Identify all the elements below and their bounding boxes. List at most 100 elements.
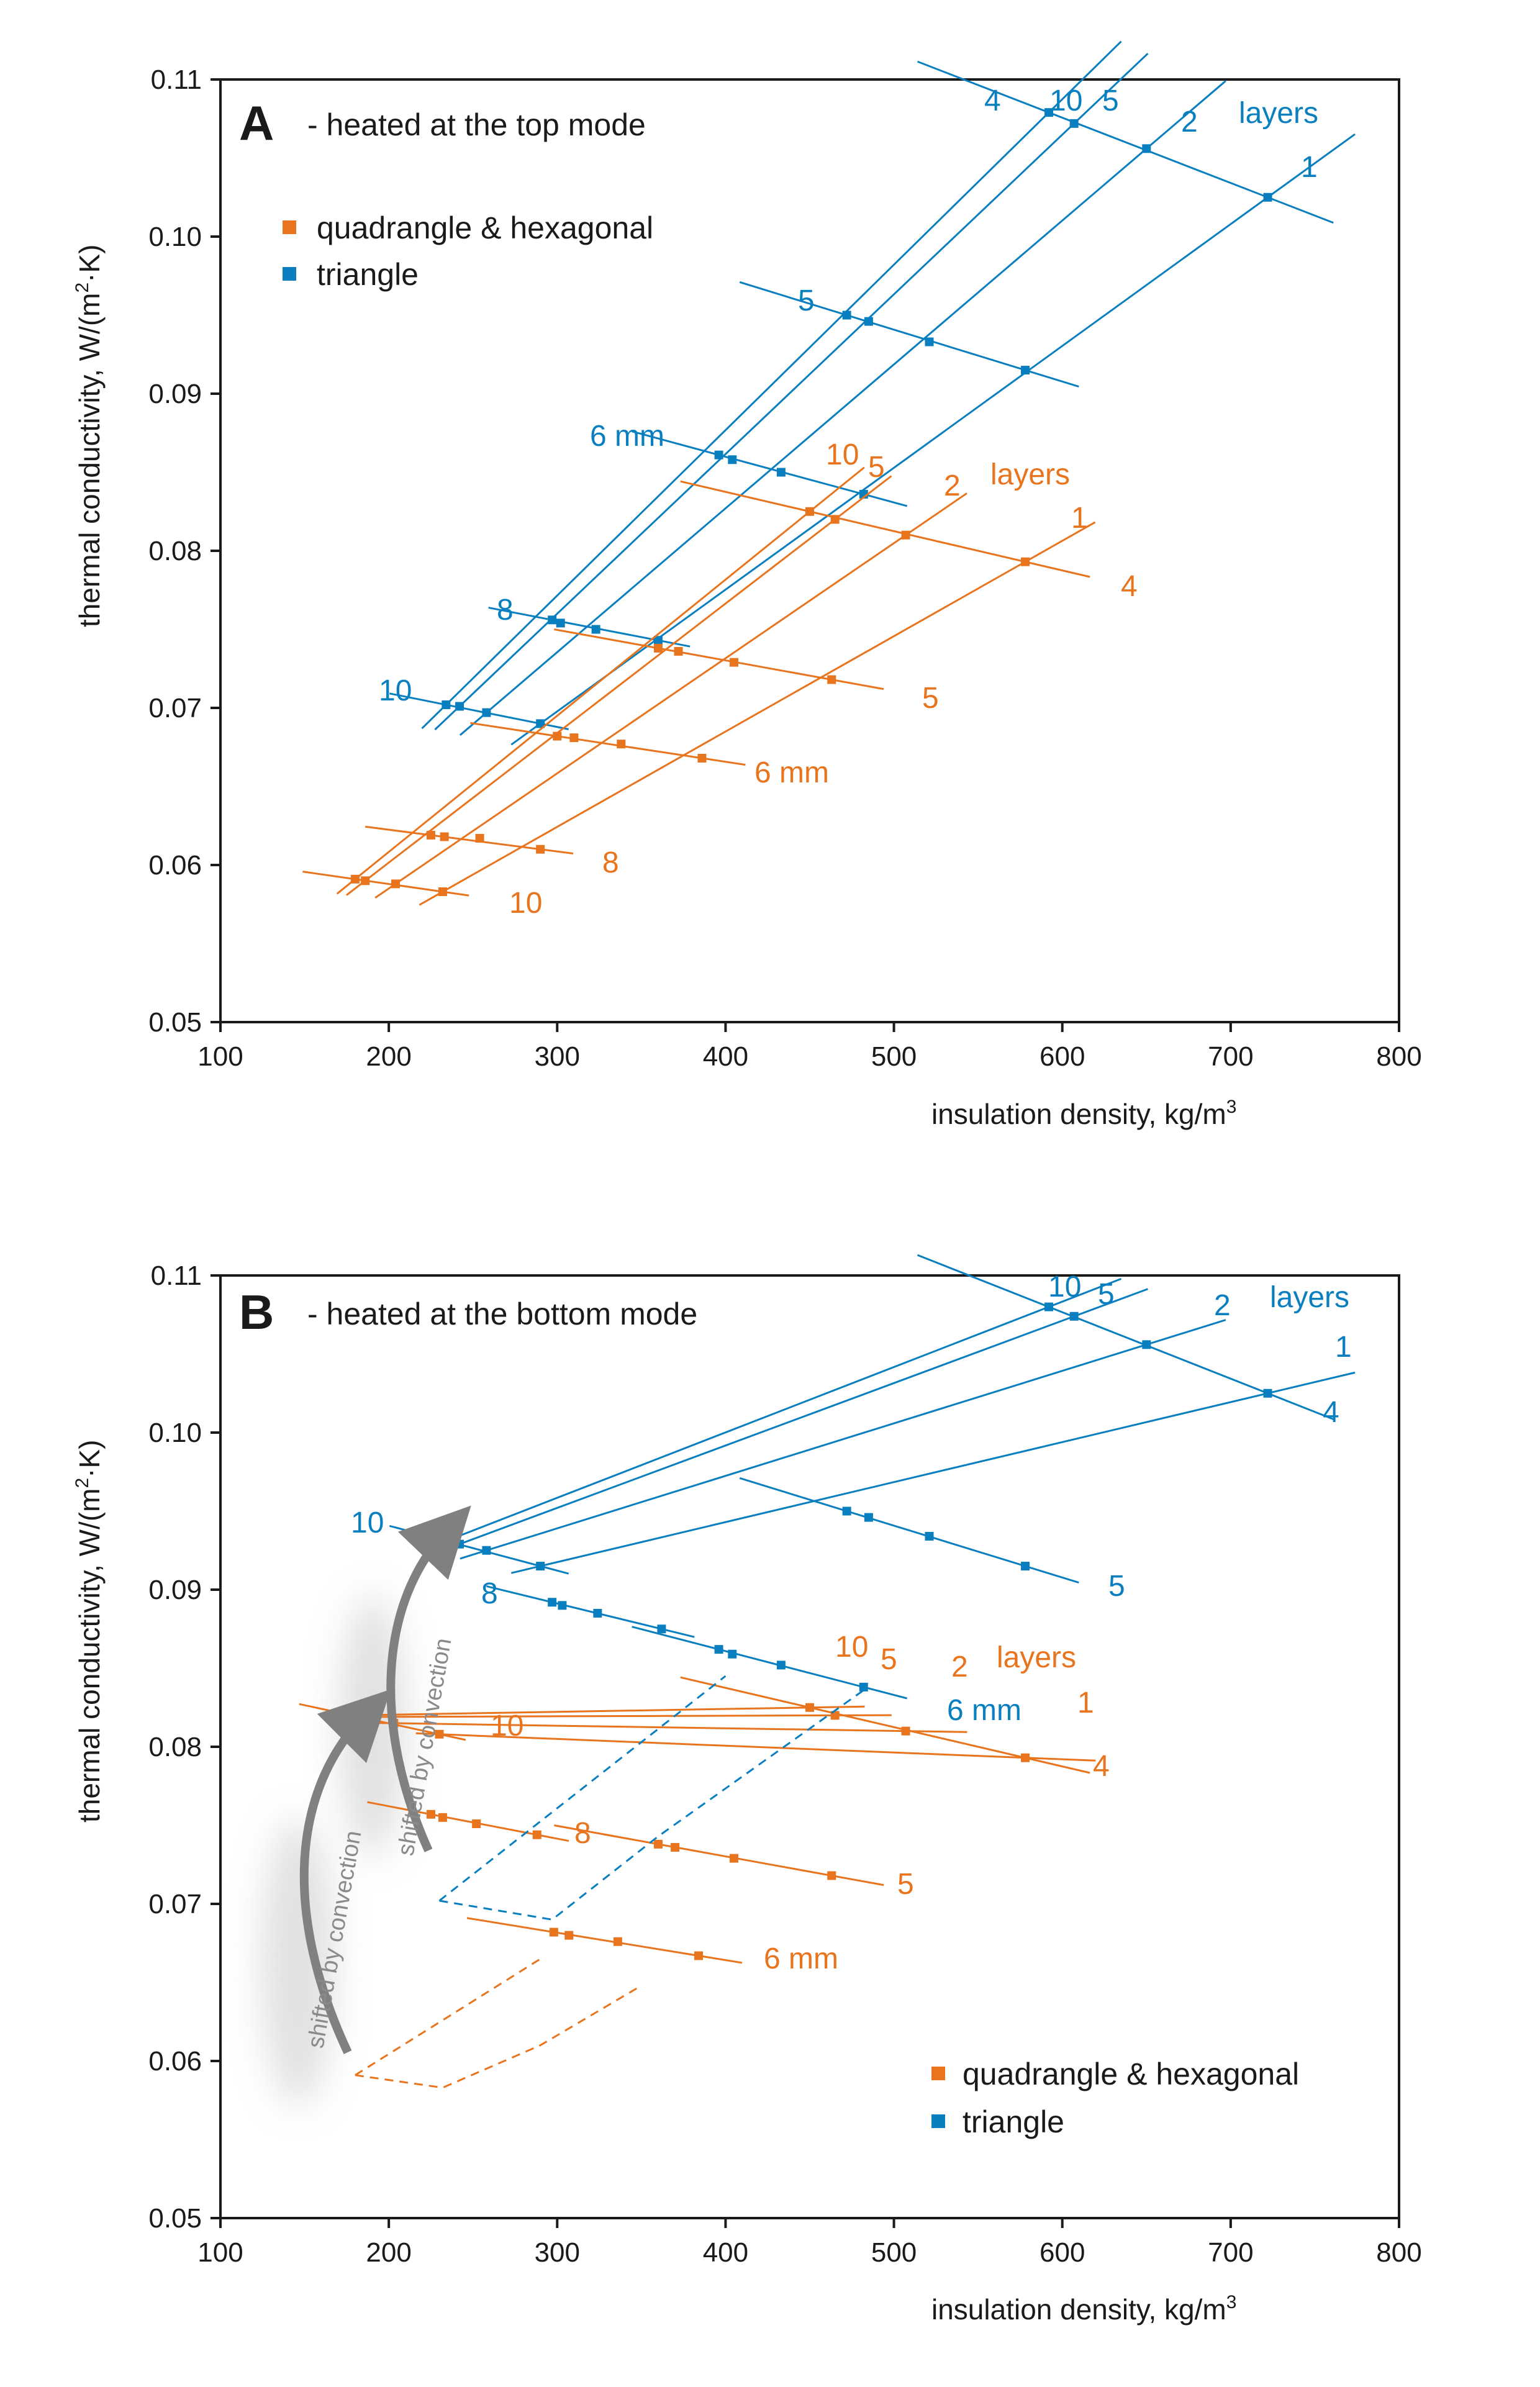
quad-layer-label: 4 bbox=[1121, 570, 1138, 603]
triangle-point bbox=[536, 1562, 545, 1571]
triangle-layers-line bbox=[421, 1277, 1122, 1552]
quadrangle & hexagonal-point bbox=[729, 658, 738, 667]
quadrangle & hexagonal-layers-line bbox=[419, 521, 1096, 906]
triangle-point bbox=[842, 310, 851, 320]
panel-b-subtitle: - heated at the bottom mode bbox=[307, 1297, 697, 1331]
triangle-thickness-label: 5 bbox=[798, 284, 815, 317]
quad-layer-label: 4 bbox=[1093, 1750, 1110, 1783]
quadrangle & hexagonal-layers-line bbox=[336, 466, 865, 895]
quadrangle & hexagonal-point bbox=[653, 1839, 663, 1849]
quadrangle & hexagonal-point bbox=[1021, 1753, 1030, 1762]
quadrangle & hexagonal-point bbox=[435, 1729, 444, 1739]
triangle-thickness-label: 6 mm bbox=[590, 420, 664, 453]
quad-thickness-label: 6 mm bbox=[754, 756, 829, 789]
triangle-layers-line bbox=[510, 133, 1356, 746]
triangle-point bbox=[558, 1601, 567, 1610]
panel-a-subtitle: - heated at the top mode bbox=[307, 107, 646, 142]
triangle-layer-label: 10 bbox=[1048, 1270, 1081, 1303]
triangle-point bbox=[859, 1682, 868, 1692]
triangle-original-outline bbox=[438, 1675, 727, 1902]
triangle-layers-line bbox=[460, 1319, 1226, 1560]
quadrangle & hexagonal-layers-line bbox=[333, 1705, 865, 1717]
triangle-point bbox=[925, 1531, 934, 1541]
quadrangle & hexagonal-point bbox=[391, 879, 400, 889]
convection-shadow-1 bbox=[261, 1819, 335, 2105]
x-tick-label: 200 bbox=[366, 2237, 411, 2268]
x-tick-label: 100 bbox=[197, 2237, 243, 2268]
quad-thickness-label: 10 bbox=[509, 887, 542, 920]
triangle-point bbox=[728, 455, 737, 464]
x-tick-label: 300 bbox=[535, 2237, 580, 2268]
triangle-layer-label: 2 bbox=[1214, 1289, 1231, 1322]
triangle-layers-title: layers bbox=[1270, 1281, 1349, 1314]
triangle-point bbox=[455, 702, 464, 711]
legend-swatch-quad-b bbox=[931, 2067, 945, 2080]
y-tick-label: 0.06 bbox=[148, 850, 202, 881]
triangle-point bbox=[776, 468, 786, 477]
triangle-thickness-label: 6 mm bbox=[947, 1694, 1021, 1727]
quadrangle & hexagonal-point bbox=[347, 1711, 356, 1720]
y-tick-label: 0.10 bbox=[148, 222, 202, 252]
quadrangle & hexagonal-point bbox=[805, 507, 814, 516]
triangle-point bbox=[776, 1660, 786, 1670]
triangle-layer-label: 5 bbox=[1098, 1278, 1115, 1311]
convection-arrow-1 bbox=[299, 1689, 391, 2054]
quadrangle & hexagonal-point bbox=[694, 1951, 704, 1960]
triangle-point bbox=[536, 719, 545, 728]
triangle-thickness-label: 10 bbox=[351, 1506, 384, 1539]
triangle-layer-label: 4 bbox=[984, 84, 1001, 117]
x-tick-label: 800 bbox=[1376, 2237, 1421, 2268]
quadrangle & hexagonal-point bbox=[361, 876, 370, 886]
quadrangle & hexagonal-point bbox=[901, 530, 910, 540]
triangle-point bbox=[653, 636, 663, 645]
quadrangle & hexagonal-point bbox=[438, 1813, 447, 1822]
quad-thickness-label: 5 bbox=[897, 1868, 914, 1901]
legend-tri-b: triangle bbox=[962, 2104, 1064, 2139]
quad-layer-label: 10 bbox=[826, 438, 859, 471]
quadrangle & hexagonal-point bbox=[426, 830, 435, 840]
quad-original-outline bbox=[355, 1985, 642, 2089]
legend-swatch-quad-a bbox=[283, 220, 296, 234]
triangle-point bbox=[482, 1546, 491, 1555]
triangle-point bbox=[1142, 144, 1151, 153]
y-tick-label: 0.11 bbox=[151, 1261, 202, 1291]
triangle-point bbox=[1044, 1302, 1054, 1311]
triangle-point bbox=[864, 1513, 873, 1522]
quadrangle & hexagonal-point bbox=[549, 1927, 558, 1937]
triangle-point bbox=[548, 1598, 557, 1607]
quadrangle & hexagonal-layers-line bbox=[374, 492, 967, 899]
triangle-layers-line bbox=[421, 40, 1122, 730]
y-axis-label-a: thermal conductivity, W/(m2·K) bbox=[72, 245, 106, 628]
triangle-point bbox=[455, 1539, 464, 1549]
triangle-point bbox=[482, 708, 491, 717]
triangle-layer-label: 1 bbox=[1301, 151, 1318, 184]
quadrangle & hexagonal-point bbox=[617, 740, 626, 749]
y-tick-label: 0.09 bbox=[148, 1575, 202, 1605]
y-tick-label: 0.05 bbox=[148, 2203, 202, 2234]
quad-layer-label: 5 bbox=[881, 1643, 897, 1676]
quadrangle & hexagonal-point bbox=[472, 1819, 481, 1828]
triangle-layer-label: 5 bbox=[1102, 84, 1119, 117]
quad-thickness-label: 6 mm bbox=[764, 1942, 838, 1975]
quadrangle & hexagonal-point bbox=[613, 1937, 622, 1946]
triangle-layers-line bbox=[510, 1371, 1356, 1574]
quad-layers-title: layers bbox=[990, 458, 1070, 491]
triangle-layers-title: layers bbox=[1239, 97, 1318, 130]
x-tick-label: 400 bbox=[703, 2237, 748, 2268]
quadrangle & hexagonal-point bbox=[830, 515, 840, 524]
quadrangle & hexagonal-point bbox=[440, 832, 449, 841]
quadrangle & hexagonal-point bbox=[532, 1830, 541, 1839]
quadrangle & hexagonal-point bbox=[901, 1726, 910, 1736]
y-axis-label-b: thermal conductivity, W/(m2·K) bbox=[72, 1440, 106, 1823]
y-tick-label: 0.07 bbox=[148, 693, 202, 723]
triangle-thickness-label: 8 bbox=[497, 594, 514, 627]
triangle-point bbox=[548, 615, 557, 625]
quadrangle & hexagonal-point bbox=[674, 646, 683, 656]
y-tick-label: 0.09 bbox=[148, 379, 202, 409]
quadrangle & hexagonal-point bbox=[827, 1871, 836, 1880]
quad-thickness-label: 10 bbox=[491, 1710, 523, 1742]
x-tick-label: 200 bbox=[366, 1041, 411, 1072]
quadrangle & hexagonal-point bbox=[350, 874, 360, 884]
quadrangle & hexagonal-layers-line bbox=[373, 1722, 967, 1733]
y-tick-label: 0.11 bbox=[151, 65, 202, 95]
